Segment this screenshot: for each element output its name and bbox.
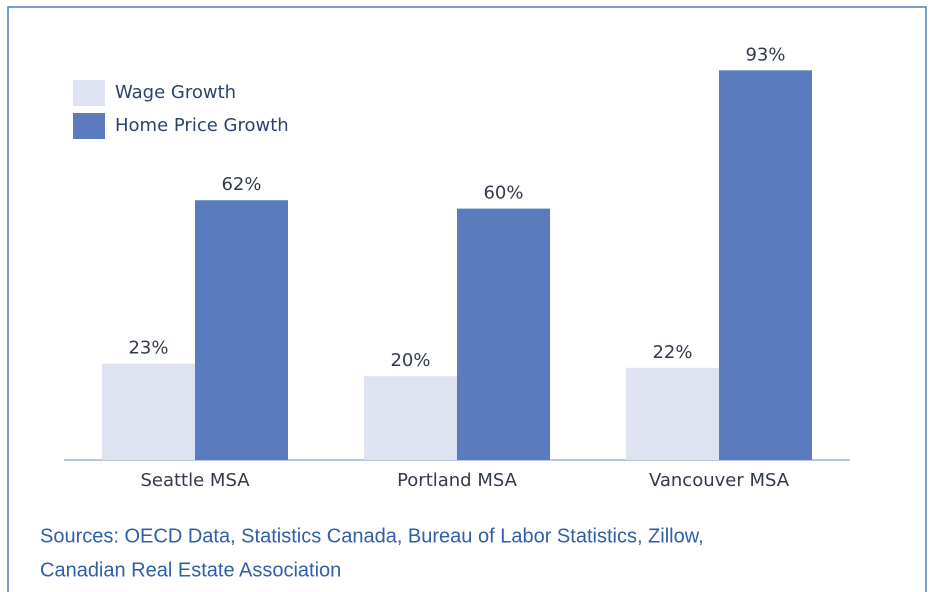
value-label: 22% [652, 342, 692, 363]
value-label: 60% [483, 183, 523, 204]
bar [626, 367, 719, 460]
legend-label: Wage Growth [115, 82, 236, 103]
value-label: 20% [390, 350, 430, 371]
legend-swatch [73, 113, 105, 139]
value-label: 93% [745, 44, 785, 65]
x-tick-label: Seattle MSA [140, 470, 250, 491]
value-label: 62% [221, 174, 261, 195]
legend-label: Home Price Growth [115, 115, 289, 136]
frame [7, 6, 927, 592]
value-label: 23% [128, 338, 168, 359]
source-note: Sources: OECD Data, Statistics Canada, B… [40, 525, 704, 547]
bar [457, 208, 550, 460]
bar [102, 363, 195, 460]
legend-swatch [73, 80, 105, 106]
bar [195, 200, 288, 460]
x-tick-label: Vancouver MSA [649, 470, 790, 491]
bar [719, 70, 812, 460]
bar [364, 376, 457, 460]
source-note: Canadian Real Estate Association [40, 559, 341, 581]
x-tick-label: Portland MSA [397, 470, 518, 491]
